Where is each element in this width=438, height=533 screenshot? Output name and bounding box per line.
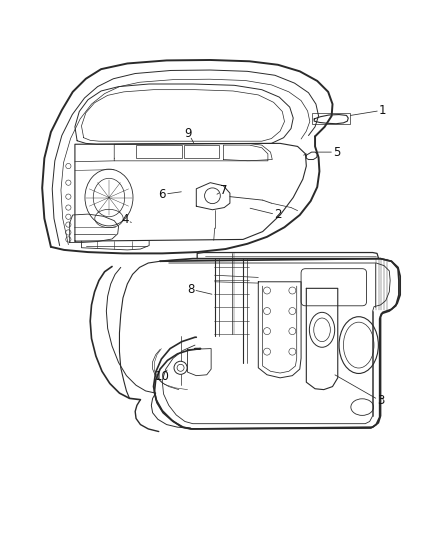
Bar bbox=[184, 145, 219, 158]
Text: 1: 1 bbox=[379, 104, 386, 117]
Text: 9: 9 bbox=[185, 127, 192, 140]
Text: 2: 2 bbox=[274, 208, 282, 222]
Text: 6: 6 bbox=[159, 188, 166, 201]
Bar bbox=[136, 145, 182, 158]
Text: 4: 4 bbox=[121, 213, 129, 226]
Text: 10: 10 bbox=[155, 370, 170, 383]
Bar bbox=[312, 113, 350, 124]
Text: 3: 3 bbox=[377, 394, 384, 407]
Text: 8: 8 bbox=[187, 282, 194, 296]
Text: 7: 7 bbox=[219, 183, 227, 197]
Text: 5: 5 bbox=[333, 146, 341, 159]
